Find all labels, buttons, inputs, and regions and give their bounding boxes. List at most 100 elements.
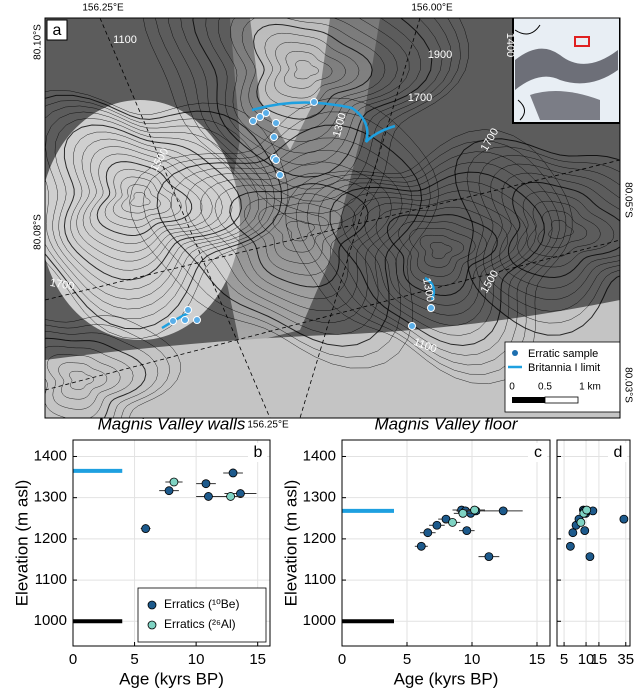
legend-box [137,587,267,643]
contour-line [45,337,147,418]
coordinate-label: 80.03°S [622,367,633,403]
contour-line [527,200,601,258]
panel-label-box [248,443,267,462]
legend-label: Erratics (²⁶Al) [164,617,236,631]
contour-line [45,324,170,418]
y-tick-label: 1000 [303,612,336,629]
legend-marker [147,620,157,630]
data-point [458,508,468,518]
y-axis-label: Elevation (m asl) [281,480,300,607]
coordinate-label: 80.05°S [622,182,633,218]
y-tick-label: 1000 [34,612,67,629]
panel-label-box [46,19,68,41]
contour-line [478,154,620,312]
data-point [204,492,213,501]
plot-area [342,440,550,646]
contour-line [386,214,498,297]
contour-line [409,227,476,277]
sample-point [256,113,264,121]
x-tick-label: 5 [403,651,411,668]
contour-line [69,370,94,390]
contour-line [264,32,360,109]
contour-line [507,181,620,279]
contour-line [537,210,588,248]
contour-line [45,105,268,310]
contour-line [142,18,469,226]
sample-point [193,316,201,324]
legend-marker [147,600,157,610]
data-point [484,552,494,561]
sample-point [427,304,435,312]
contour-line [54,117,251,290]
legend-label: Erratic sample [528,348,598,360]
panel-label: c [534,444,542,461]
y-tick-label: 1400 [34,447,67,464]
data-point [619,514,629,524]
contour-line [46,353,121,410]
x-axis-label: Age (kyrs BP) [119,669,224,688]
contour-line [429,242,453,259]
chart-title: Magnis Valley walls [98,414,246,433]
panel-label-box [608,443,627,462]
sample-point [272,156,280,164]
data-point [201,479,211,489]
data-point [228,468,238,478]
x-tick-label: 5 [560,651,568,668]
contour-line [229,183,369,288]
y-tick-label: 1100 [35,571,67,588]
x-tick-label: 0 [69,651,77,668]
data-point [416,541,426,551]
coordinate-label: 156.25°E [247,420,289,431]
contour-line [466,146,620,324]
contour-line [45,345,134,418]
contour-line [517,191,615,268]
data-point [565,541,575,551]
contour-line [294,60,319,80]
contour-line [272,211,329,253]
contour-line [168,18,452,202]
x-tick-label: 15 [249,651,266,668]
contour-line [205,18,421,166]
data-point [448,518,457,527]
y-tick-label: 1300 [303,489,336,506]
x-tick-label: 10 [188,651,205,668]
sample-point [310,98,318,106]
contour-line [70,131,233,271]
legend-label: Britannia I limit [528,362,600,374]
scale-label: 0.5 [538,382,552,393]
y-tick-label: 1400 [303,447,336,464]
data-point [141,524,151,533]
contour-line [490,163,620,300]
ice-shelf [45,300,620,418]
sample-point [270,133,278,141]
contour-line [244,193,356,276]
x-tick-label: 15 [591,651,608,668]
x-axis-label: Age (kyrs BP) [394,669,499,688]
chart-title: Magnis Valley floor [375,414,519,433]
contour-line [318,161,553,356]
contour-label: 1300 [420,277,436,303]
contour-line [258,202,343,264]
snow-slope [250,18,330,150]
legend-label: Erratics (¹⁰Be) [164,597,239,611]
contour-line [45,111,260,300]
contours [45,18,620,418]
contour-line [274,41,346,99]
contour-line [214,172,381,300]
contour-line [45,100,275,320]
x-tick-label: 5 [130,651,138,668]
contour-line [499,172,620,289]
scale-label: 0 [509,382,515,393]
contour-line [171,137,413,335]
y-tick-label: 1200 [303,530,336,547]
sample-point [408,322,416,330]
data-point [226,492,236,501]
sample-point [184,306,192,314]
panel-label: d [614,444,623,461]
contour-line [329,171,545,347]
x-tick-label: 10 [464,651,481,668]
y-tick-label: 1100 [304,571,336,588]
